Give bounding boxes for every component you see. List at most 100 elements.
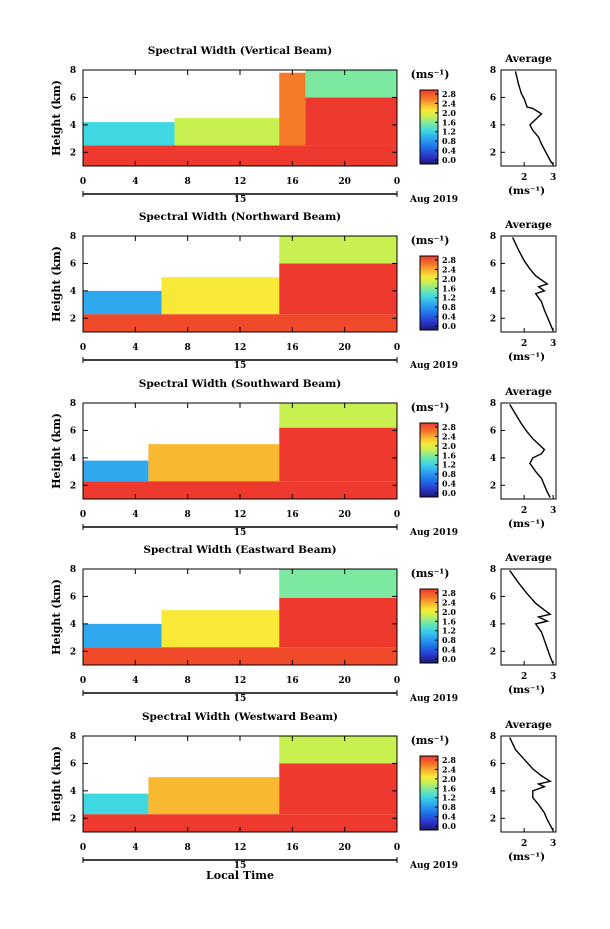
average-profile-line — [514, 71, 554, 166]
colorbar-tick-label: 0.4 — [442, 146, 456, 156]
y-axis-label: Height (km) — [50, 246, 63, 322]
colorbar-tick-label: 2.4 — [442, 597, 456, 607]
x-tick-label: 4 — [132, 676, 138, 686]
y-tick-label: 8 — [70, 232, 76, 242]
average-y-tick-label: 4 — [490, 620, 496, 630]
colorbar-tick-label: 1.2 — [442, 127, 456, 137]
x-tick-label: 8 — [185, 510, 191, 520]
y-axis-label: Height (km) — [50, 746, 63, 822]
heatmap-cell — [279, 597, 397, 648]
average-y-tick-label: 4 — [490, 787, 496, 797]
colorbar-tick-label: 2.4 — [442, 431, 456, 441]
x-tick-label: 20 — [338, 510, 351, 520]
colorbar-tick-label: 2.0 — [442, 441, 456, 451]
panel-title: Spectral Width (Southward Beam) — [139, 378, 341, 390]
colorbar-tick-label: 2.8 — [442, 422, 456, 432]
day-label: 15 — [234, 694, 247, 704]
average-y-tick-label: 4 — [490, 121, 496, 131]
heatmap-cell — [279, 72, 306, 146]
panel-title: Spectral Width (Eastward Beam) — [143, 544, 336, 556]
colorbar — [419, 755, 439, 831]
colorbar-tick-label: 0.0 — [442, 488, 456, 498]
average-x-tick-label: 2 — [521, 339, 527, 349]
heatmap-cell — [83, 290, 162, 315]
heatmap-cell — [279, 263, 397, 315]
colorbar-tick-label: 1.6 — [442, 283, 456, 293]
colorbar-tick-label: 2.4 — [442, 98, 456, 108]
colorbar-tick-label: 2.0 — [442, 108, 456, 118]
colorbar-tick-label: 2.0 — [442, 774, 456, 784]
heatmap-cell — [174, 118, 280, 146]
average-y-tick-label: 8 — [490, 565, 496, 575]
colorbar-unit: (ms⁻¹) — [411, 567, 450, 580]
average-y-tick-label: 6 — [490, 592, 496, 602]
average-x-label: (ms⁻¹) — [508, 851, 545, 863]
y-tick-label: 2 — [70, 481, 76, 491]
average-title: Average — [504, 53, 552, 65]
heatmap-cell — [279, 763, 397, 815]
average-y-tick-label: 4 — [490, 454, 496, 464]
y-tick-label: 2 — [70, 314, 76, 324]
heatmap-cell — [279, 736, 397, 764]
colorbar-tick-label: 0.4 — [442, 812, 456, 822]
colorbar-unit: (ms⁻¹) — [411, 68, 450, 81]
heatmap-cell — [279, 236, 397, 264]
x-tick-label: 8 — [185, 177, 191, 187]
colorbar-tick-label: 0.4 — [442, 645, 456, 655]
day-label: 15 — [234, 861, 247, 871]
average-x-tick-label: 3 — [550, 173, 556, 183]
colorbar-tick-label: 0.8 — [442, 469, 456, 479]
colorbar — [419, 588, 439, 664]
colorbar — [419, 89, 439, 165]
average-y-tick-label: 2 — [490, 314, 496, 324]
x-tick-label: 20 — [338, 676, 351, 686]
heatmap-cell — [279, 427, 397, 482]
x-tick-label: 16 — [286, 676, 299, 686]
heatmap-cell — [305, 97, 397, 146]
colorbar-tick-label: 1.6 — [442, 117, 456, 127]
average-y-tick-label: 6 — [490, 259, 496, 269]
x-tick-label: 0 — [394, 177, 400, 187]
average-x-tick-label: 3 — [550, 839, 556, 849]
date-label: Aug 2019 — [409, 694, 458, 704]
x-tick-label: 0 — [394, 843, 400, 853]
colorbar-tick-label: 1.2 — [442, 293, 456, 303]
y-axis-label: Height (km) — [50, 80, 63, 156]
average-y-tick-label: 8 — [490, 732, 496, 742]
colorbar-tick-label: 1.6 — [442, 450, 456, 460]
x-tick-label: 0 — [80, 177, 86, 187]
colorbar-tick-label: 2.4 — [442, 264, 456, 274]
y-tick-label: 6 — [70, 426, 76, 436]
y-tick-label: 8 — [70, 732, 76, 742]
colorbar-tick-label: 2.0 — [442, 607, 456, 617]
x-tick-label: 0 — [394, 510, 400, 520]
average-y-tick-label: 4 — [490, 287, 496, 297]
average-title: Average — [504, 719, 552, 731]
colorbar-tick-label: 0.8 — [442, 136, 456, 146]
heatmap-cell — [279, 569, 397, 598]
date-label: Aug 2019 — [409, 195, 458, 205]
y-tick-label: 6 — [70, 259, 76, 269]
x-tick-label: 12 — [234, 343, 247, 353]
y-tick-label: 4 — [70, 454, 76, 464]
colorbar-tick-label: 1.2 — [442, 460, 456, 470]
average-x-tick-label: 2 — [521, 839, 527, 849]
average-x-tick-label: 3 — [550, 339, 556, 349]
average-x-label: (ms⁻¹) — [508, 351, 545, 363]
panel-4: Spectral Width (Eastward Beam) 2 4 6 8 Height… — [50, 544, 557, 704]
x-tick-label: 4 — [132, 510, 138, 520]
heatmap-cell — [83, 460, 149, 482]
average-title: Average — [504, 219, 552, 231]
x-tick-label: 0 — [394, 343, 400, 353]
heatmap-cell — [161, 610, 280, 648]
x-tick-label: 12 — [234, 676, 247, 686]
x-tick-label: 4 — [132, 343, 138, 353]
y-tick-label: 4 — [70, 787, 76, 797]
average-y-tick-label: 8 — [490, 66, 496, 76]
colorbar-unit: (ms⁻¹) — [411, 234, 450, 247]
average-frame — [500, 568, 557, 666]
y-tick-label: 6 — [70, 759, 76, 769]
average-y-tick-label: 2 — [490, 148, 496, 158]
colorbar-tick-label: 2.8 — [442, 755, 456, 765]
